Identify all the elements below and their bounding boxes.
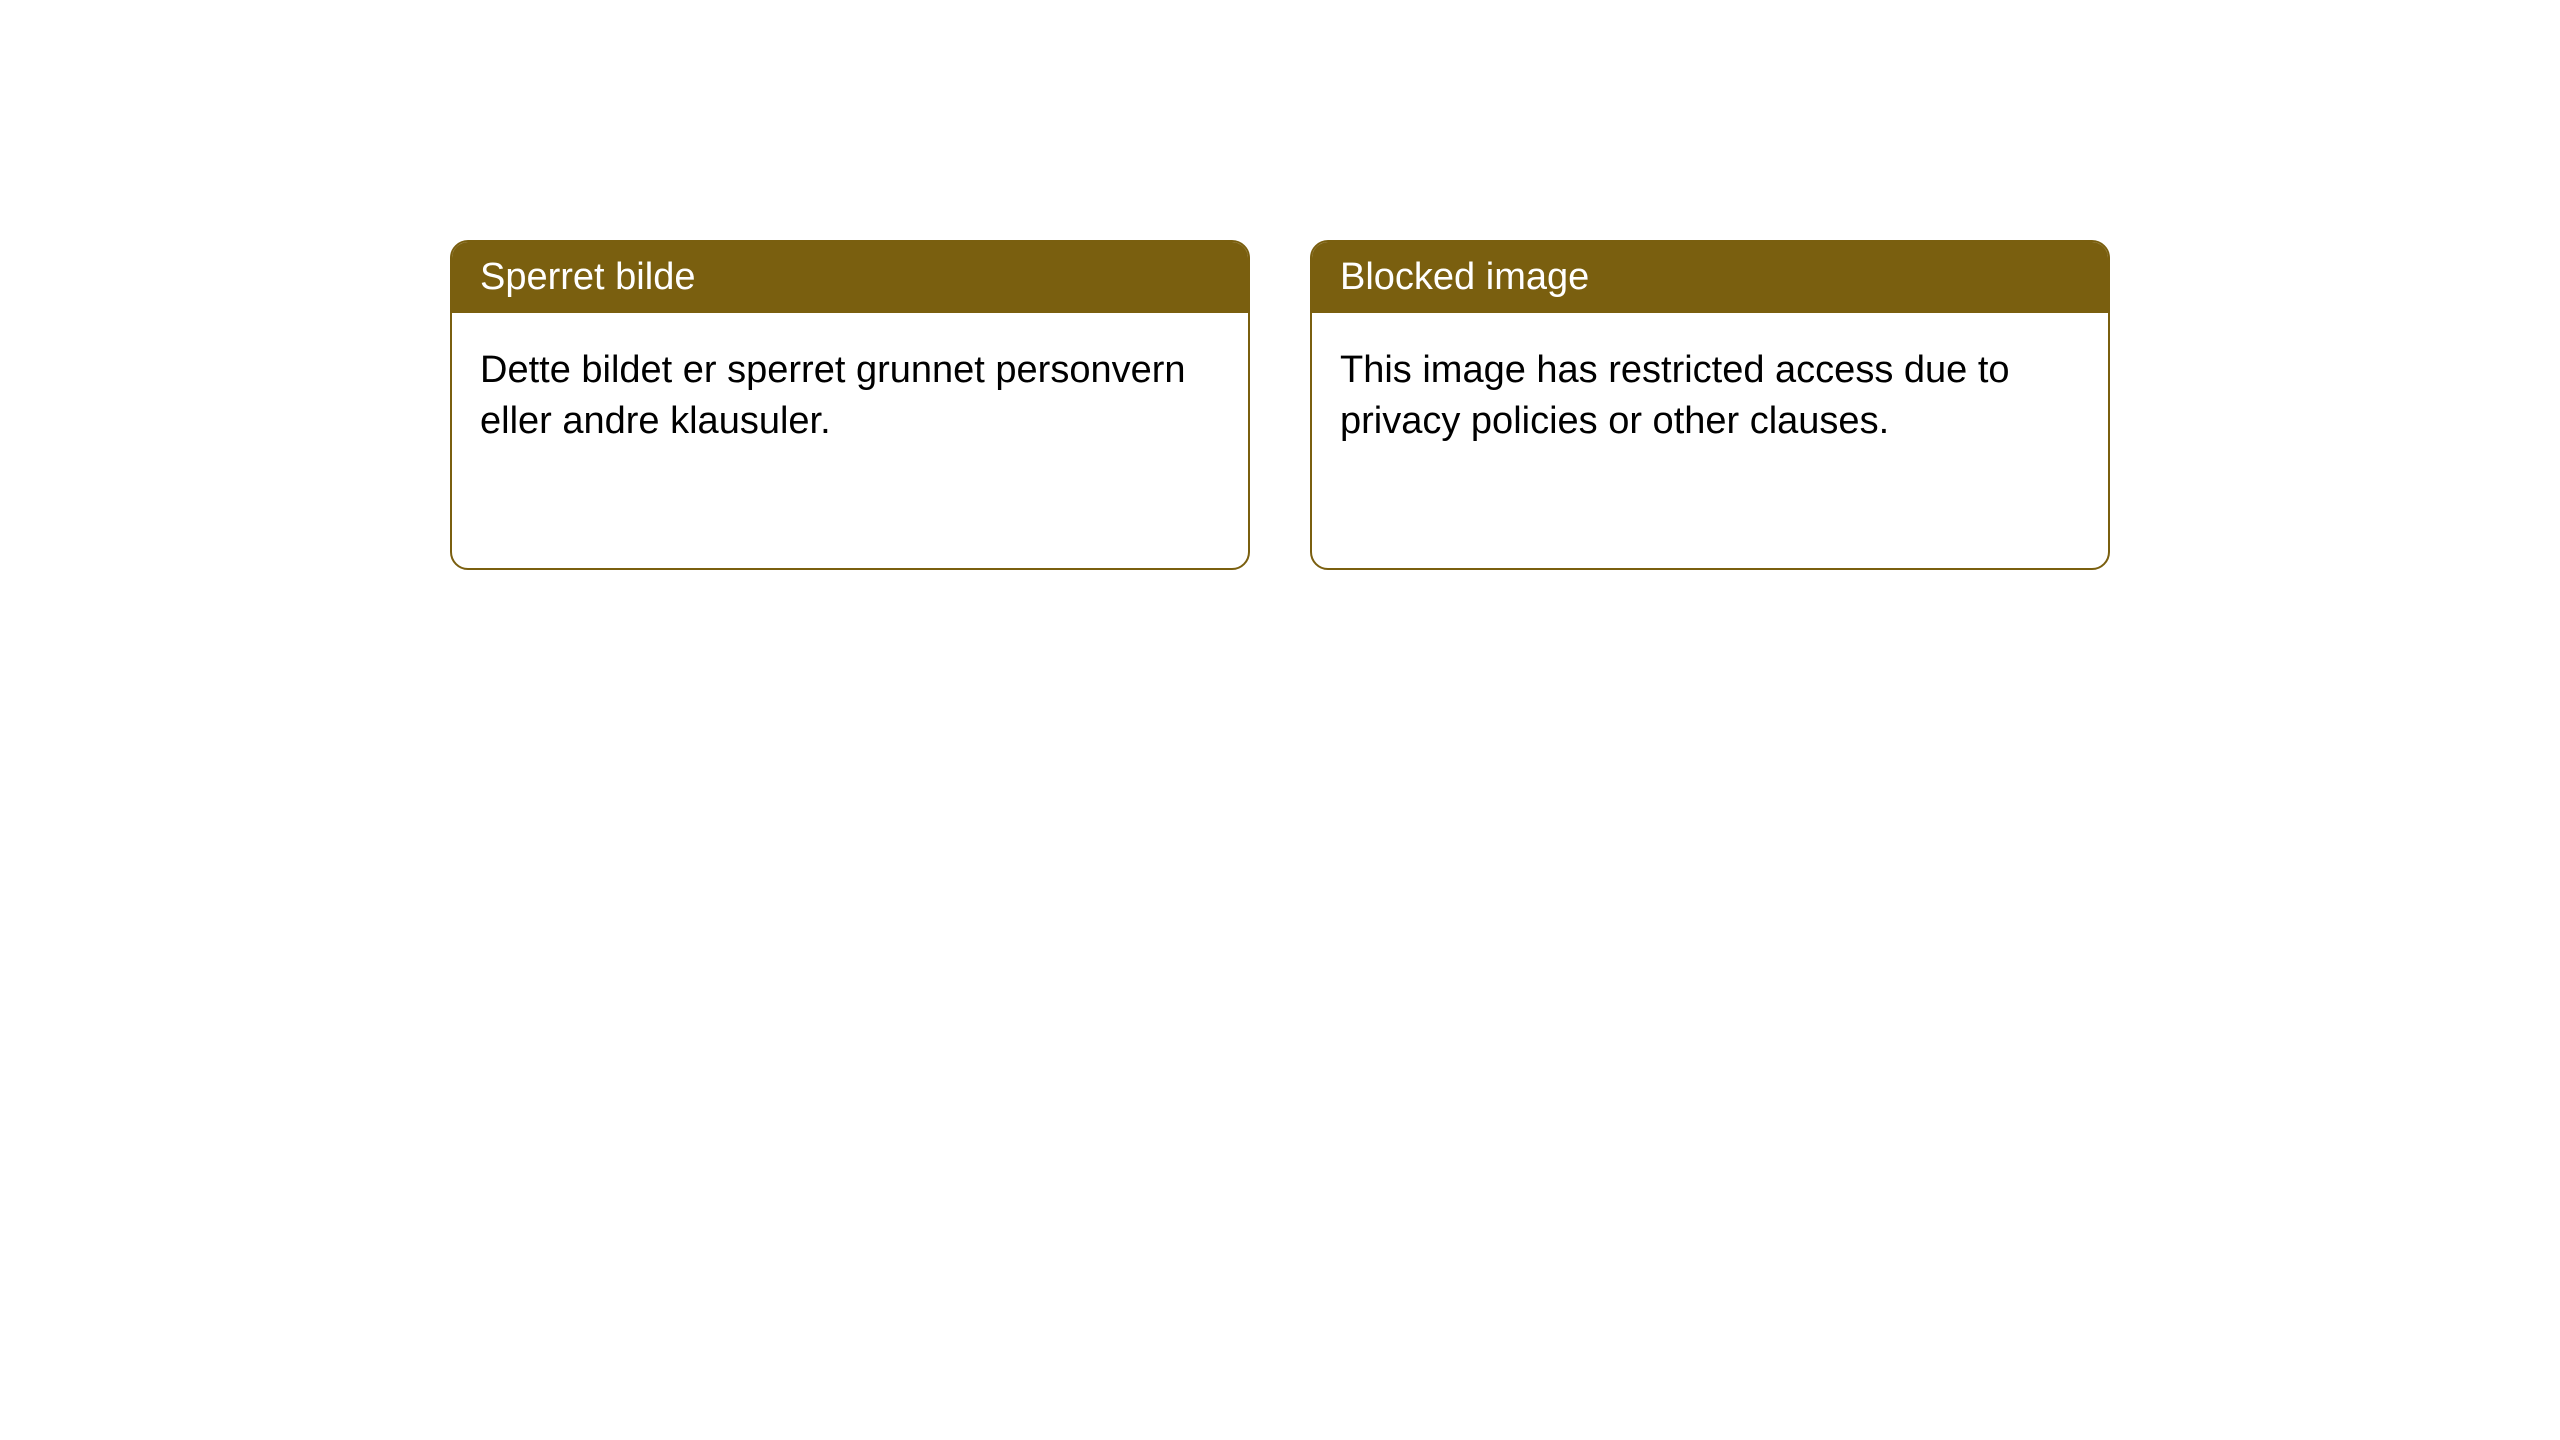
card-body-en: This image has restricted access due to … xyxy=(1312,313,2108,480)
blocked-image-card-no: Sperret bilde Dette bildet er sperret gr… xyxy=(450,240,1250,570)
card-header-en: Blocked image xyxy=(1312,242,2108,313)
card-body-text-en: This image has restricted access due to … xyxy=(1340,349,2010,442)
card-body-text-no: Dette bildet er sperret grunnet personve… xyxy=(480,349,1186,442)
cards-container: Sperret bilde Dette bildet er sperret gr… xyxy=(0,0,2560,570)
card-title-no: Sperret bilde xyxy=(480,256,695,298)
card-title-en: Blocked image xyxy=(1340,256,1589,298)
card-body-no: Dette bildet er sperret grunnet personve… xyxy=(452,313,1248,480)
card-header-no: Sperret bilde xyxy=(452,242,1248,313)
blocked-image-card-en: Blocked image This image has restricted … xyxy=(1310,240,2110,570)
